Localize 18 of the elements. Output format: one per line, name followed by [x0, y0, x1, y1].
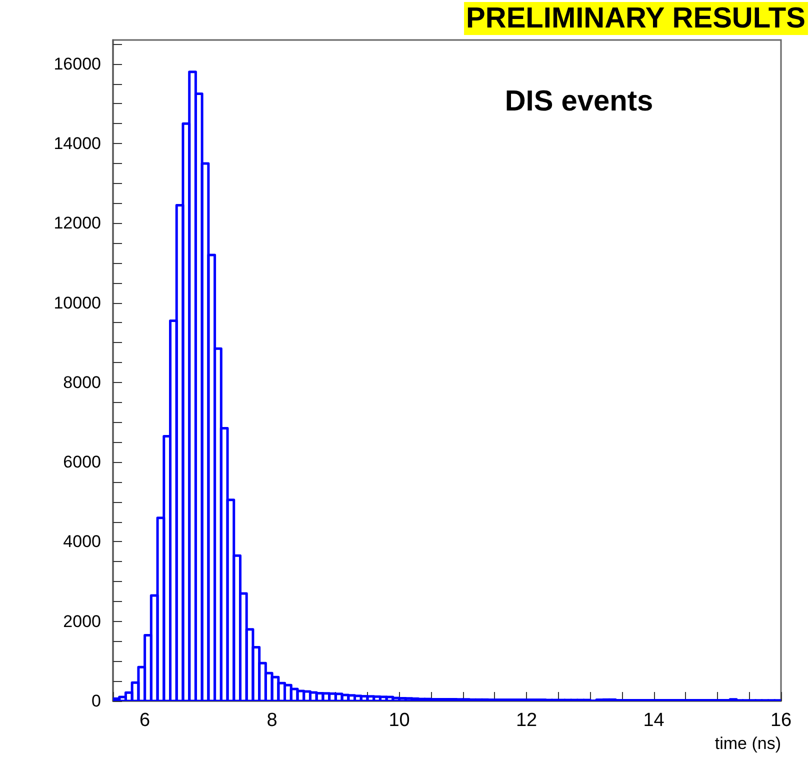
y-tick-label: 6000 — [63, 452, 101, 472]
x-tick-label: 6 — [140, 710, 150, 731]
x-tick-label: 16 — [770, 710, 792, 731]
x-tick-label: 8 — [266, 710, 278, 731]
y-tick-label: 14000 — [54, 134, 101, 154]
x-axis-title: time (ns) — [714, 734, 781, 753]
x-tick-label: 14 — [643, 710, 665, 731]
y-tick-label: 10000 — [54, 293, 101, 312]
y-tick-label: 2000 — [63, 612, 101, 631]
y-tick-label: 0 — [92, 692, 101, 710]
x-tick-label: 10 — [388, 710, 410, 731]
text: PRELIMINARY RESULTS — [466, 2, 806, 34]
annotation: DIS events — [504, 86, 654, 118]
x-tick-label: 12 — [516, 710, 538, 731]
y-tick-label: 4000 — [63, 532, 101, 552]
y-tick-label: 16000 — [54, 54, 101, 74]
y-tick-label: 8000 — [63, 372, 101, 392]
y-tick-label: 12000 — [54, 214, 101, 233]
